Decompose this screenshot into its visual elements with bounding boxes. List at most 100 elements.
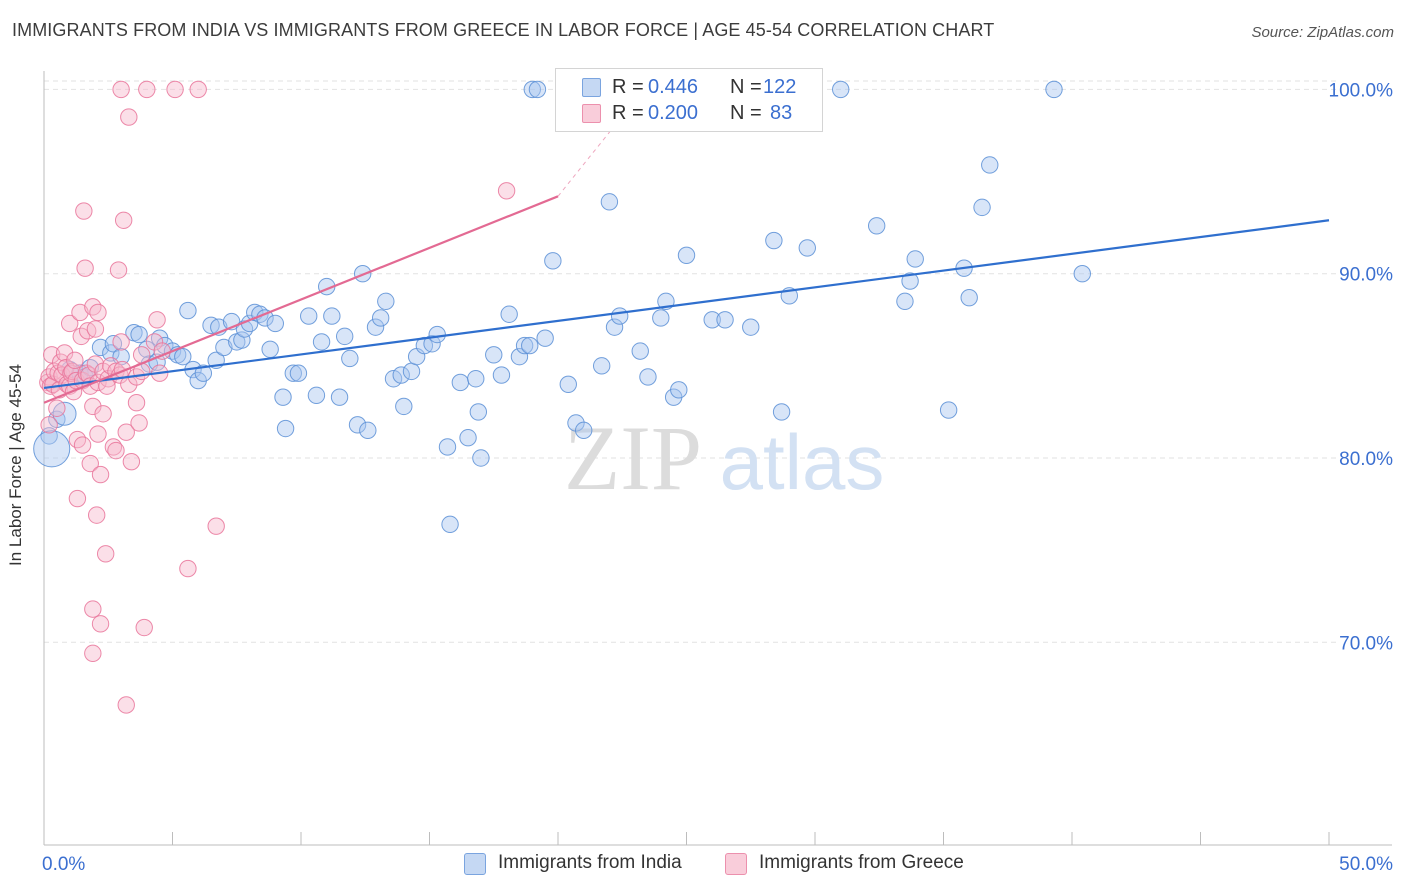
greece-point — [68, 489, 87, 508]
india-point — [330, 388, 349, 406]
india-point — [52, 401, 77, 426]
greece-point — [89, 303, 107, 322]
india-point — [323, 307, 341, 325]
india-point — [377, 292, 395, 311]
greece-point — [127, 394, 146, 412]
greece-point — [75, 202, 93, 220]
india-point — [335, 327, 354, 346]
greece-point — [89, 425, 107, 443]
legend-r-value-india: 0.446 — [648, 76, 699, 98]
legend-n-label: N = — [730, 76, 762, 98]
legend-n-label: N = — [730, 102, 762, 124]
india-point — [716, 311, 734, 329]
india-point — [867, 217, 886, 235]
greece-point — [40, 416, 58, 434]
greece-point — [166, 80, 184, 99]
greece-point — [114, 211, 133, 229]
chart-title: IMMIGRANTS FROM INDIA VS IMMIGRANTS FROM… — [12, 20, 995, 40]
india-point — [392, 366, 410, 384]
india-point — [981, 156, 999, 174]
india-point — [438, 438, 457, 456]
watermark: ZIP atlas — [564, 407, 884, 509]
x-tick-label-end: 50.0% — [1339, 854, 1393, 875]
legend-swatch-india — [582, 78, 601, 97]
greece-point — [52, 353, 70, 371]
greece-point — [148, 311, 166, 329]
greece-point — [43, 346, 61, 364]
india-point — [451, 373, 470, 392]
india-point — [91, 338, 110, 357]
greece-point — [117, 696, 135, 714]
india-point — [939, 401, 958, 419]
india-point — [366, 318, 385, 336]
india-point — [592, 357, 611, 375]
greece-point — [112, 333, 130, 351]
india-point — [639, 368, 657, 386]
y-tick-label: 100.0% — [1329, 80, 1394, 101]
india-point — [179, 301, 197, 320]
india-point — [348, 416, 367, 434]
greece-point — [120, 108, 138, 126]
greece-point — [68, 430, 87, 449]
india-point — [765, 231, 783, 250]
greece-point — [48, 399, 66, 417]
india-point — [441, 515, 459, 534]
greece-point — [66, 351, 84, 370]
india-point — [472, 449, 490, 467]
greece-point — [84, 644, 102, 663]
greece-point — [71, 303, 89, 322]
india-point — [274, 388, 292, 406]
greece-point — [130, 414, 148, 432]
y-tick-label: 90.0% — [1339, 265, 1393, 286]
bottom-legend-label-greece: Immigrants from Greece — [759, 852, 964, 873]
greece-point — [87, 506, 106, 524]
india-point — [906, 250, 924, 268]
india-point — [600, 193, 619, 211]
y-tick-label: 80.0% — [1339, 449, 1393, 470]
bottom-legend-swatch-india — [464, 853, 486, 875]
greece-point — [135, 618, 153, 637]
legend-r-value-greece: 0.200 — [648, 102, 699, 124]
watermark-atlas: atlas — [720, 418, 885, 506]
greece-point — [76, 259, 94, 277]
trend-line-india — [43, 219, 1330, 390]
greece-point — [117, 423, 135, 441]
greece-point — [91, 465, 110, 484]
greece-point — [73, 436, 92, 454]
india-point — [536, 329, 554, 347]
y-tick-label: 70.0% — [1339, 633, 1393, 654]
india-point — [341, 349, 359, 368]
india-point — [544, 252, 562, 270]
india-point — [772, 403, 791, 421]
india-point — [215, 338, 233, 357]
greece-point — [96, 545, 115, 563]
watermark-zip: ZIP — [564, 407, 702, 509]
india-point — [521, 336, 539, 355]
india-point — [300, 307, 318, 325]
greece-point — [102, 357, 120, 375]
greece-point — [107, 441, 125, 460]
greece-point — [84, 600, 102, 618]
legend-n-value-greece: 83 — [770, 102, 793, 124]
greece-point — [138, 80, 156, 99]
india-point — [515, 336, 534, 355]
stats-legend: R = 0.446 N = 122 R = 0.200 N = 83 — [555, 68, 823, 132]
india-point — [631, 342, 649, 360]
greece-point — [109, 261, 128, 279]
greece-point — [112, 80, 130, 99]
axis-layer — [43, 71, 1392, 846]
india-point — [233, 331, 251, 349]
india-point — [742, 318, 760, 336]
legend-swatch-greece — [582, 104, 601, 123]
legend-r-label: R = — [612, 76, 644, 98]
india-point — [960, 288, 978, 307]
greece-point — [179, 559, 197, 578]
greece-point — [81, 454, 99, 473]
india-point — [402, 362, 421, 381]
india-points — [33, 80, 1091, 534]
india-point — [312, 333, 331, 351]
india-point — [359, 421, 377, 440]
india-point — [492, 366, 511, 384]
india-point — [371, 309, 390, 327]
india-point — [832, 80, 850, 99]
